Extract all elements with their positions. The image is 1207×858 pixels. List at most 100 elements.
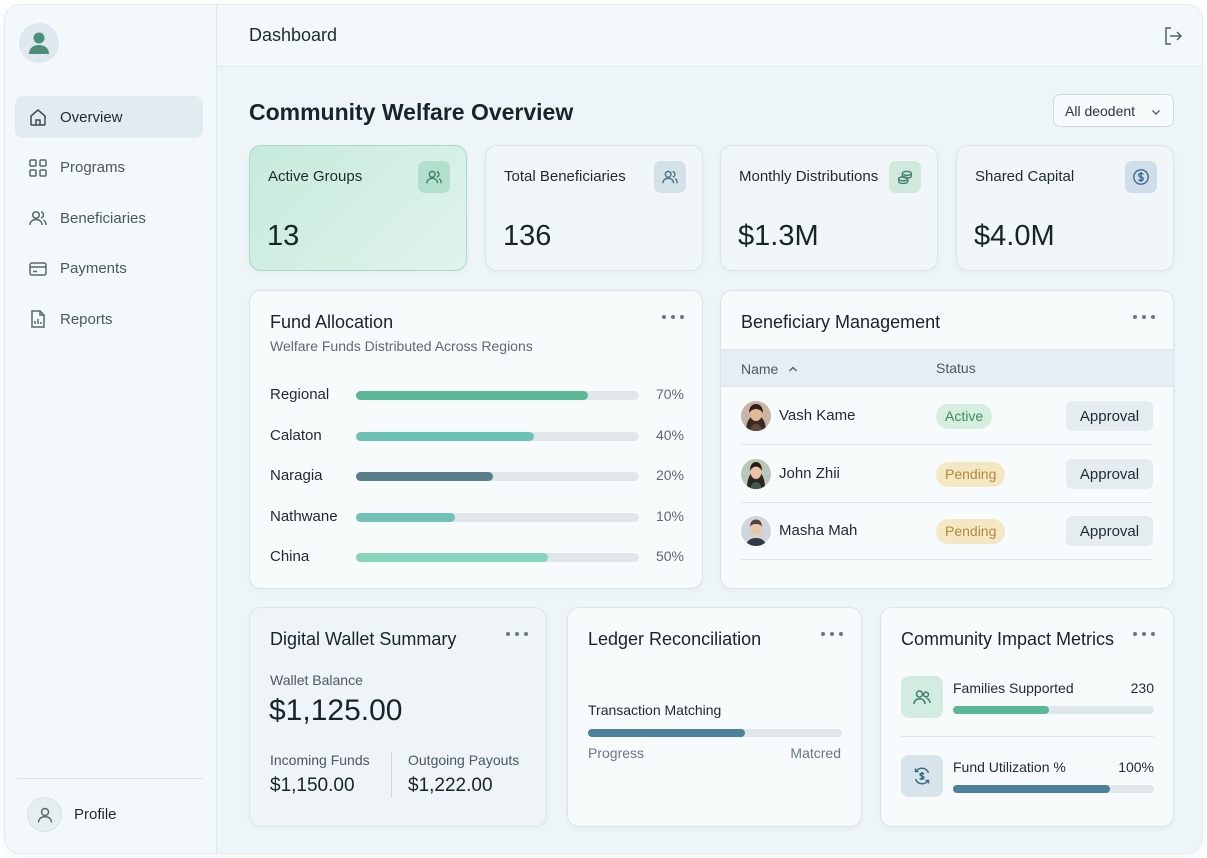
users-icon	[654, 161, 686, 193]
logout-icon[interactable]	[1162, 25, 1184, 47]
allocation-row: Naragia 20%	[270, 466, 684, 486]
sidebar-item-label: Payments	[60, 260, 127, 277]
transaction-matching-label: Transaction Matching	[588, 702, 722, 718]
allocation-bar-fill	[356, 391, 589, 400]
allocation-bar-track	[356, 472, 639, 481]
coins-icon	[889, 161, 921, 193]
card-subtitle: Welfare Funds Distributed Across Regions	[270, 338, 533, 354]
allocation-row: China 50%	[270, 547, 684, 567]
card-title: Ledger Reconciliation	[588, 629, 762, 649]
filter-dropdown-value: All deodent	[1065, 102, 1136, 119]
avatar	[741, 516, 771, 546]
digital-wallet-card: Digital Wallet Summary Wallet Balance $1…	[249, 607, 547, 827]
divider	[901, 736, 1154, 737]
sidebar-item-beneficiaries[interactable]: Beneficiaries	[15, 197, 203, 239]
topbar: Dashboard	[217, 5, 1202, 67]
allocation-bar-fill	[356, 431, 535, 441]
beneficiary-management-card: Beneficiary Management Name Status Vash …	[720, 290, 1174, 589]
more-options-icon[interactable]	[1133, 309, 1155, 325]
stat-card-active-groups[interactable]: Active Groups 13	[249, 145, 467, 271]
more-options-icon[interactable]	[821, 626, 843, 642]
stat-value: $4.0M	[974, 220, 1055, 252]
stat-label: Monthly Distributions	[739, 168, 879, 185]
status-badge: Pending	[936, 462, 1006, 487]
metric-label: Families Supported	[953, 680, 1074, 696]
sort-ascending-icon	[788, 360, 798, 376]
card-title: Community Impact Metrics	[901, 629, 1115, 649]
chevron-down-icon	[1150, 105, 1162, 121]
more-options-icon[interactable]	[506, 626, 528, 642]
user-avatar-icon[interactable]	[19, 23, 59, 63]
approval-button[interactable]: Approval	[1066, 516, 1153, 546]
column-header-name[interactable]: Name	[741, 360, 798, 377]
column-header-label: Name	[741, 361, 779, 377]
table-row: Masha Mah Pending Approval	[741, 503, 1153, 560]
sidebar-item-payments[interactable]: Payments	[15, 248, 203, 290]
allocation-row: Nathwane 10%	[270, 507, 684, 527]
status-badge: Pending	[936, 519, 1006, 544]
metric-bar-track	[953, 706, 1154, 714]
ledger-reconciliation-card: Ledger Reconciliation Transaction Matchi…	[567, 607, 862, 827]
profile-button[interactable]: Profile	[27, 797, 117, 832]
more-options-icon[interactable]	[662, 309, 684, 325]
stat-label: Active Groups	[268, 168, 363, 185]
allocation-percent: 10%	[655, 507, 684, 524]
progress-label: Progress	[588, 745, 645, 761]
allocation-bar-fill	[356, 472, 494, 481]
allocation-row: Regional 70%	[270, 385, 684, 405]
table-row: John Zhii Pending Approval	[741, 446, 1153, 503]
stat-label: Total Beneficiaries	[504, 168, 626, 185]
incoming-funds-value: $1,150.00	[270, 775, 355, 796]
users-icon	[901, 676, 943, 718]
status-badge: Active	[936, 404, 993, 429]
sidebar-item-programs[interactable]: Programs	[15, 147, 203, 189]
allocation-row: Calaton 40%	[270, 426, 684, 446]
region-name: Calaton	[270, 426, 322, 444]
allocation-bar-track	[356, 431, 639, 441]
matched-label: Matcred	[790, 745, 841, 761]
beneficiary-name: Masha Mah	[779, 522, 858, 539]
metric-bar-track	[953, 785, 1154, 793]
region-name: China	[270, 548, 310, 565]
allocation-bar-fill	[356, 553, 549, 562]
allocation-bar-fill	[356, 512, 456, 522]
table-header: Name Status	[721, 349, 1173, 387]
allocation-bar-track	[356, 553, 639, 562]
stat-label: Shared Capital	[975, 168, 1075, 185]
outgoing-payouts-label: Outgoing Payouts	[408, 752, 520, 768]
stat-value: 136	[503, 220, 552, 252]
metric-value: 100%	[1118, 759, 1154, 775]
community-impact-card: Community Impact Metrics Families Suppor…	[880, 607, 1174, 827]
avatar	[741, 459, 771, 489]
page-title: Community Welfare Overview	[249, 99, 574, 125]
profile-avatar-icon	[27, 797, 62, 832]
approval-button[interactable]: Approval	[1066, 459, 1153, 489]
allocation-bar-track	[356, 391, 639, 400]
region-name: Naragia	[270, 467, 323, 484]
dollar-cycle-icon	[901, 755, 943, 797]
dollar-circle-icon	[1125, 161, 1157, 193]
users-icon	[418, 161, 450, 193]
allocation-percent: 50%	[655, 548, 684, 564]
outgoing-payouts-value: $1,222.00	[408, 775, 493, 796]
more-options-icon[interactable]	[1133, 626, 1155, 642]
stat-card-monthly-distributions[interactable]: Monthly Distributions $1.3M	[720, 145, 938, 271]
stat-card-total-beneficiaries[interactable]: Total Beneficiaries 136	[485, 145, 703, 271]
column-header-status[interactable]: Status	[936, 360, 976, 376]
sidebar-item-label: Beneficiaries	[60, 209, 146, 227]
filter-dropdown[interactable]: All deodent	[1053, 94, 1174, 127]
wallet-balance-value: $1,125.00	[269, 694, 403, 727]
approval-button[interactable]: Approval	[1066, 401, 1153, 431]
card-icon	[28, 259, 48, 279]
stat-value: $1.3M	[738, 220, 819, 252]
sidebar-divider	[17, 778, 203, 779]
beneficiary-name: John Zhii	[779, 465, 840, 482]
region-name: Regional	[270, 386, 330, 403]
users-icon	[28, 208, 48, 228]
sidebar-item-overview[interactable]: Overview	[15, 96, 203, 138]
metric-value: 230	[1130, 680, 1154, 696]
stat-card-shared-capital[interactable]: Shared Capital $4.0M	[956, 145, 1174, 271]
sidebar-nav: Overview Programs Beneficiaries Payments	[15, 96, 203, 349]
home-icon	[28, 107, 48, 127]
sidebar-item-reports[interactable]: Reports	[15, 298, 203, 340]
